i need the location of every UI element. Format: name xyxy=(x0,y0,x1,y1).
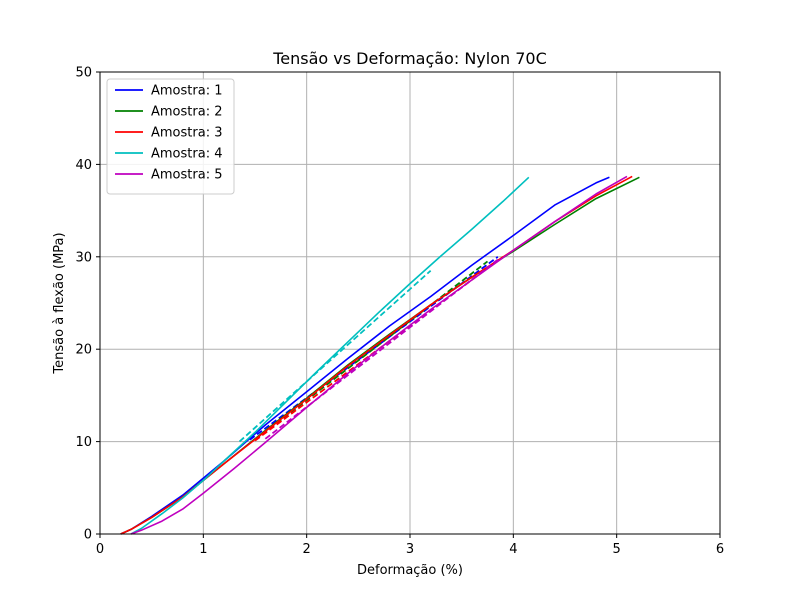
legend-entry-5: Amostra: 5 xyxy=(151,168,222,183)
y-axis-label: Tensão à flexão (MPa) xyxy=(52,232,67,374)
x-axis-ticks: 0 1 2 3 4 5 6 xyxy=(96,534,724,557)
x-tick-label: 6 xyxy=(716,542,724,557)
x-tick-label: 1 xyxy=(199,542,207,557)
legend-entry-1: Amostra: 1 xyxy=(151,84,222,99)
series-fit-line-5 xyxy=(264,258,499,440)
series-line-1 xyxy=(120,176,610,535)
y-tick-label: 50 xyxy=(75,66,92,81)
y-tick-label: 40 xyxy=(75,158,92,173)
y-tick-label: 20 xyxy=(75,343,92,358)
x-axis-label: Deformação (%) xyxy=(357,563,463,578)
series-layer xyxy=(120,175,640,535)
y-tick-label: 10 xyxy=(75,435,92,450)
x-tick-label: 3 xyxy=(406,542,414,557)
legend-box xyxy=(106,78,235,195)
y-axis-ticks: 0 10 20 30 40 50 xyxy=(75,66,100,543)
x-tick-label: 0 xyxy=(96,542,104,557)
y-tick-label: 30 xyxy=(75,250,92,265)
x-tick-label: 4 xyxy=(509,542,517,557)
legend: Amostra: 1 Amostra: 2 Amostra: 3 Amostra: 4… xyxy=(106,78,235,195)
y-tick-label: 0 xyxy=(84,528,92,543)
x-tick-label: 2 xyxy=(303,542,311,557)
legend-entry-2: Amostra: 2 xyxy=(151,105,222,120)
series-fit-line-4 xyxy=(238,269,432,443)
legend-entry-3: Amostra: 3 xyxy=(151,126,222,141)
legend-entry-4: Amostra: 4 xyxy=(151,147,222,162)
x-tick-label: 5 xyxy=(613,542,621,557)
series-line-5 xyxy=(130,175,628,535)
chart-title: Tensão vs Deformação: Nylon 70C xyxy=(272,49,547,68)
